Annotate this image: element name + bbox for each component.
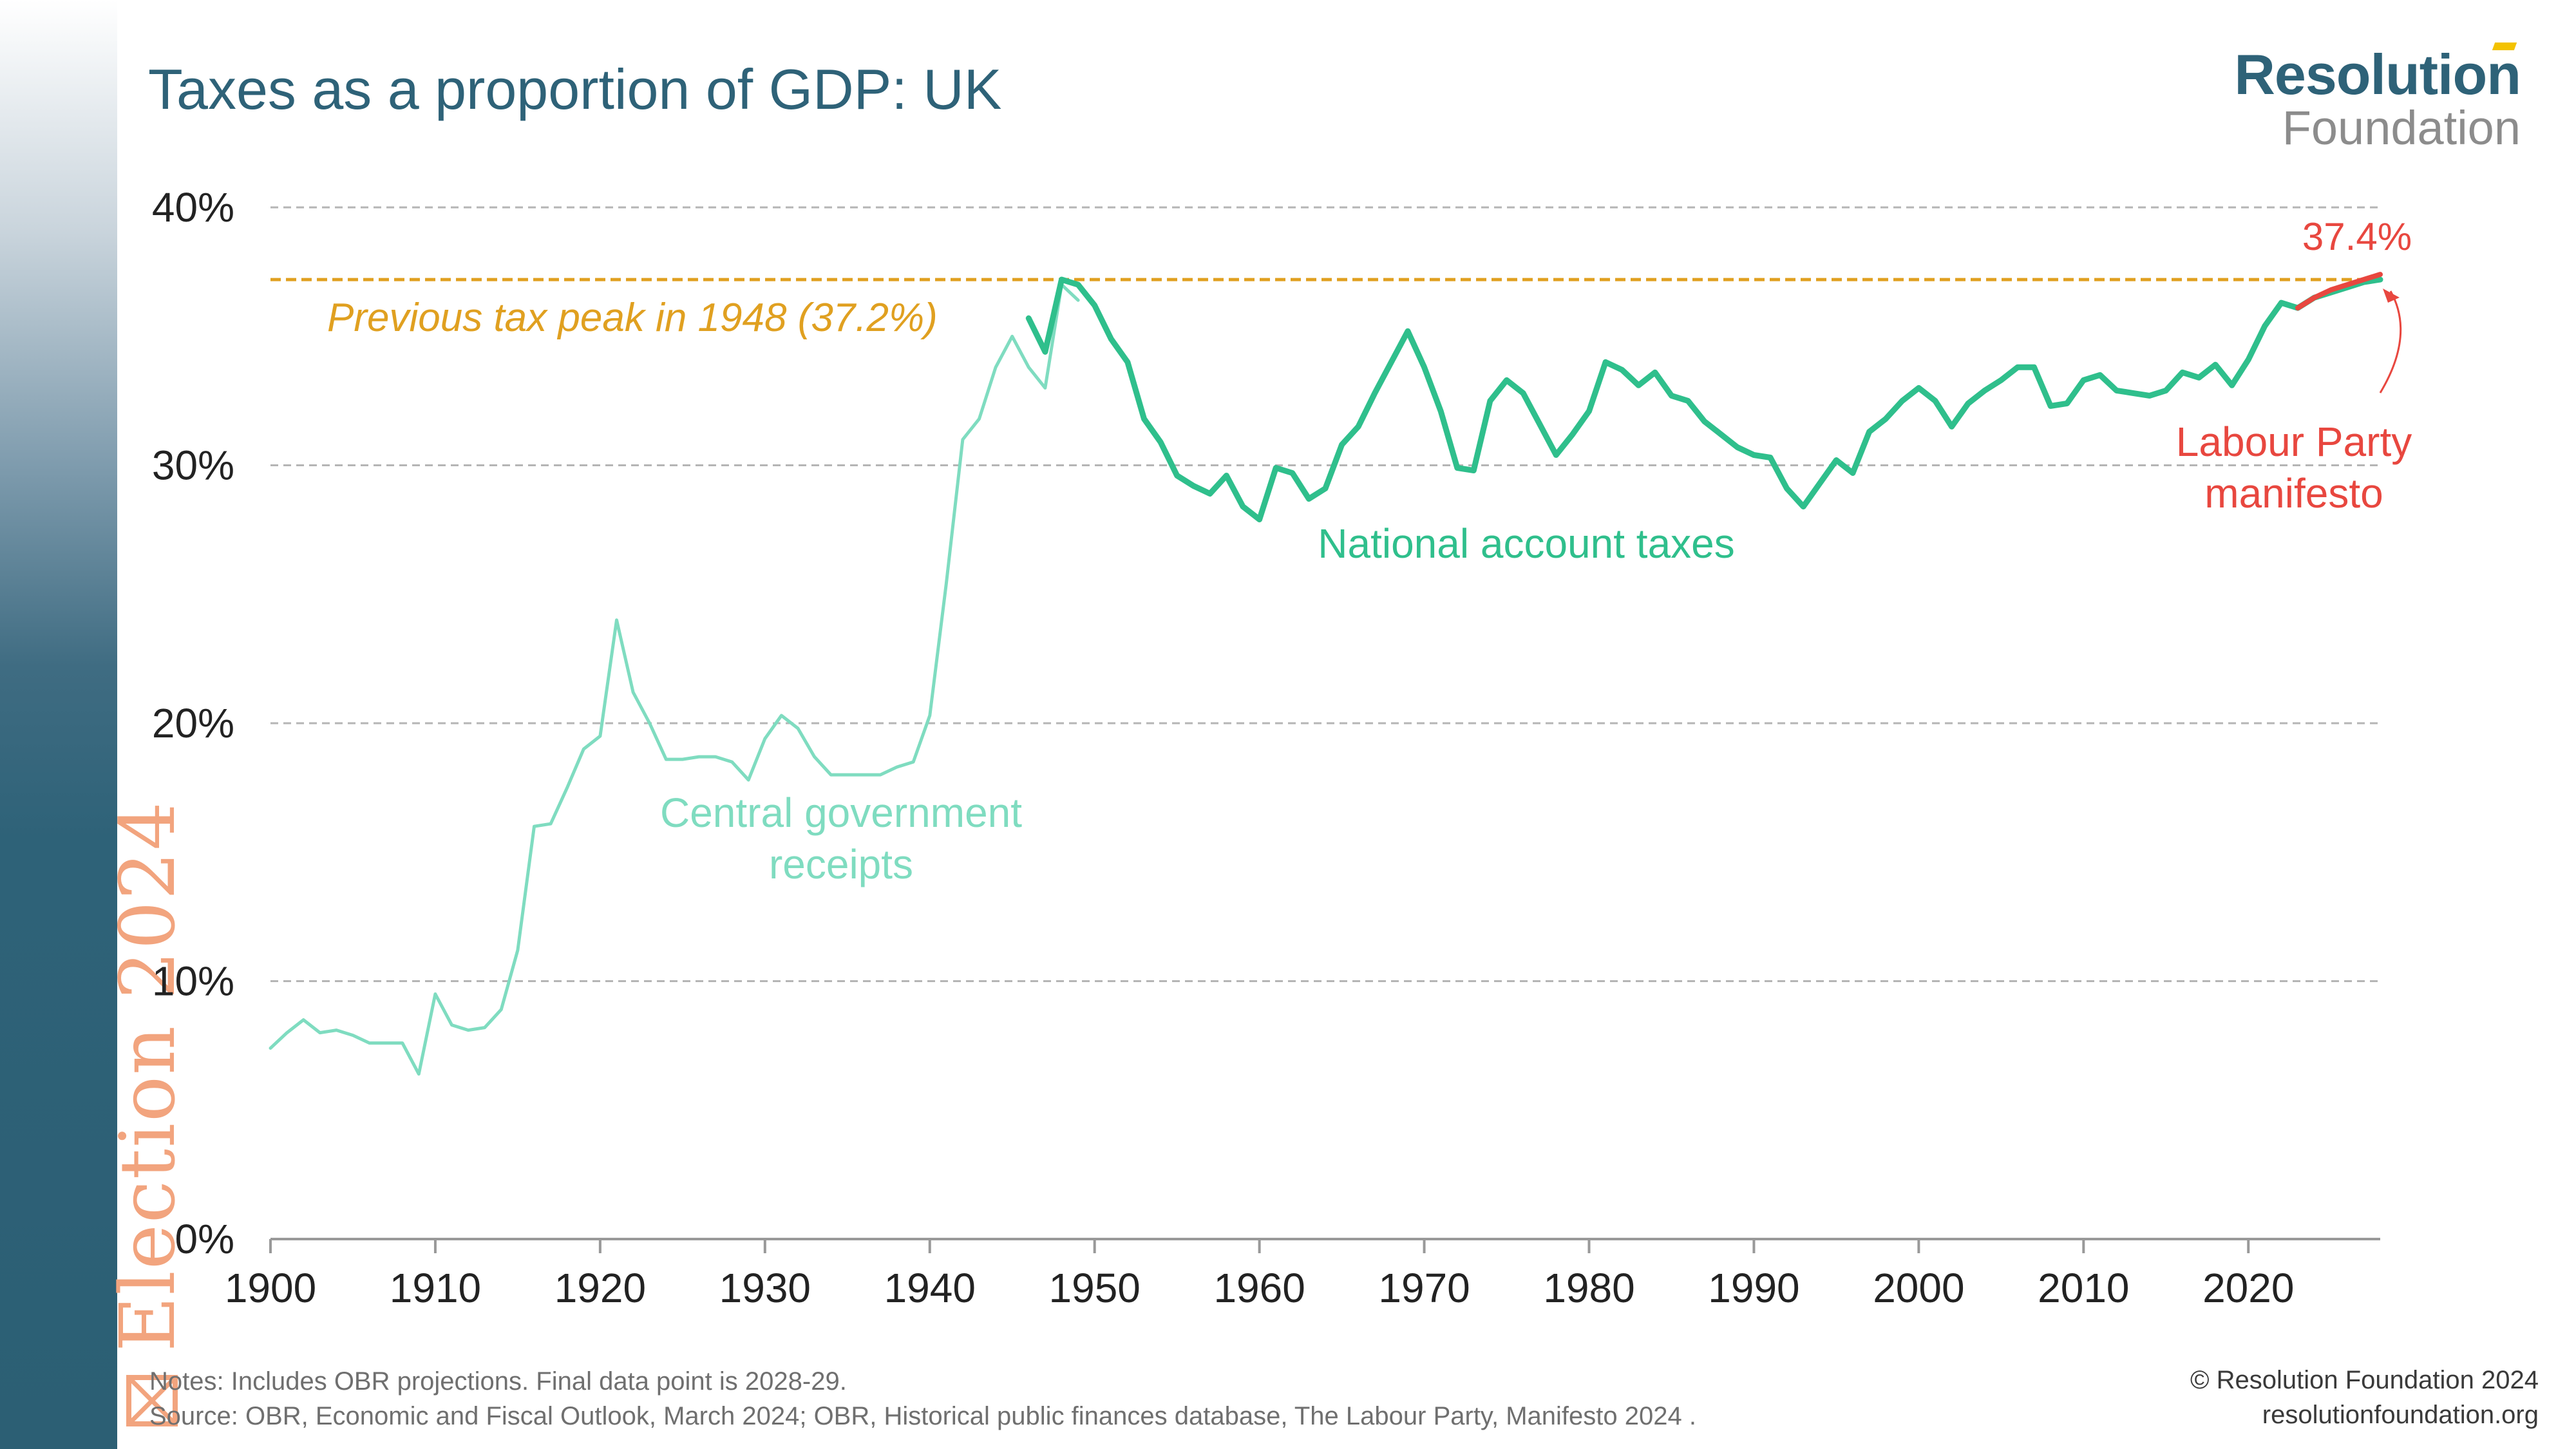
x-tick-label: 2010 <box>2038 1265 2129 1311</box>
x-tick-label: 1940 <box>884 1265 976 1311</box>
x-tick-label: 1990 <box>1708 1265 1799 1311</box>
central-government-receipts-line <box>269 283 1080 1076</box>
series-lines <box>269 272 2383 1076</box>
national-account-taxes-line <box>1025 276 2383 523</box>
x-tick-label: 1920 <box>554 1265 646 1311</box>
manifesto-arrow <box>2379 290 2402 393</box>
y-tick-label: 20% <box>152 700 234 746</box>
chart-title: Taxes as a proportion of GDP: UK <box>148 57 1002 121</box>
x-tick-label: 1900 <box>225 1265 316 1311</box>
credit-block: © Resolution Foundation 2024 resolutionf… <box>2190 1363 2539 1432</box>
national-account-taxes-label: National account taxes <box>1318 520 1735 567</box>
brand-logo: Resolution Foundation <box>2234 46 2521 153</box>
final-value-label: 37.4% <box>2302 215 2412 258</box>
logo-main-text: Resolution <box>2234 43 2521 106</box>
x-tick-label: 1970 <box>1378 1265 1470 1311</box>
x-tick-label: 1930 <box>719 1265 811 1311</box>
x-tick-label: 2000 <box>1873 1265 1964 1311</box>
x-tick-label: 2020 <box>2202 1265 2294 1311</box>
sidebar-banner: Election 2024 <box>0 0 192 1449</box>
y-tick-label: 10% <box>152 958 234 1005</box>
labour-manifesto-line <box>2295 272 2383 311</box>
tax-peak-reference: Previous tax peak in 1948 (37.2%) <box>270 278 2380 340</box>
y-tick-label: 40% <box>152 184 234 231</box>
x-tick-label: 1960 <box>1213 1265 1305 1311</box>
x-axis <box>269 1238 2380 1253</box>
x-tick-label: 1980 <box>1543 1265 1634 1311</box>
x-tick-label: 1950 <box>1049 1265 1141 1311</box>
source-text: Source: OBR, Economic and Fiscal Outlook… <box>149 1402 1696 1430</box>
tax-peak-label: Previous tax peak in 1948 (37.2%) <box>327 296 938 340</box>
notes-block: Notes: Includes OBR projections. Final d… <box>149 1364 1696 1434</box>
central-government-receipts-label: Central government receipts <box>660 790 1022 887</box>
grid-lines <box>270 206 2380 982</box>
labour-manifesto-label: Labour Party manifesto <box>2176 419 2412 516</box>
y-tick-label: 0% <box>175 1216 235 1262</box>
y-tick-label: 30% <box>152 442 234 489</box>
logo-sub-text: Foundation <box>2282 101 2521 155</box>
manifesto-arrowhead <box>2383 289 2400 303</box>
x-tick-label: 1910 <box>390 1265 481 1311</box>
x-axis-labels: 1900 1910 1920 1930 1940 1950 1960 1970 1980 1990… <box>225 1265 2295 1311</box>
y-axis-labels: 0% 10% 20% 30% 40% <box>152 184 234 1262</box>
notes-text: Notes: Includes OBR projections. Final d… <box>149 1367 847 1396</box>
chart-annotations: Central government receipts National accou… <box>660 215 2412 887</box>
copyright-text: © Resolution Foundation 2024 <box>2190 1366 2539 1394</box>
website-link[interactable]: resolutionfoundation.org <box>2262 1401 2539 1429</box>
